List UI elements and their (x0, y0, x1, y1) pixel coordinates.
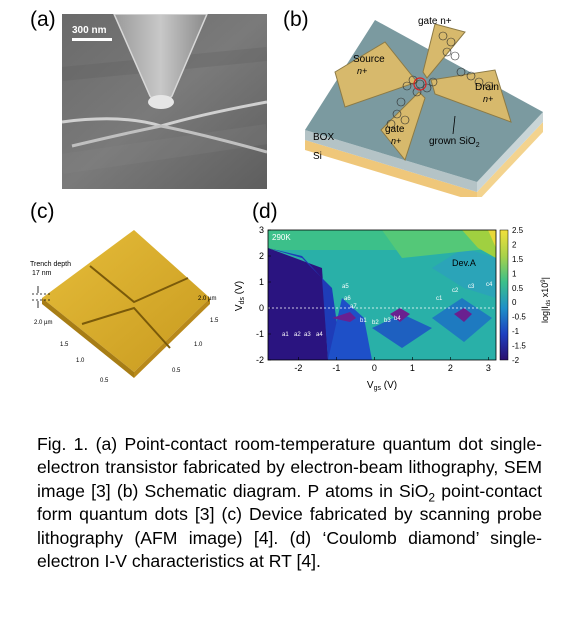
afm-axis-left-max: 2.0 µm (34, 320, 52, 326)
device-label: Dev.A (452, 258, 476, 268)
peak-label-a4: a4 (316, 332, 323, 338)
colorbar-tick-label: 0 (512, 298, 517, 307)
source-electrode (334, 41, 418, 108)
x-tick-label: 1 (410, 363, 415, 373)
panel-d-label: (d) (252, 200, 278, 223)
x-tick-label: 0 (372, 363, 377, 373)
peak-label-c1: c1 (436, 296, 443, 302)
schematic-diagram: gate n+ Source n+ Drain n+ gate n+ BOX S… (305, 16, 543, 197)
afm-tick-left-1: 1.5 (60, 342, 69, 348)
scale-bar (72, 38, 112, 41)
peak-label-b2: b2 (372, 320, 379, 326)
x-tick-label: -1 (332, 363, 340, 373)
gate-top-label: gate n+ (418, 16, 452, 27)
colorbar-tick-label: 2.5 (512, 226, 524, 235)
sem-image: 300 nm (62, 14, 267, 189)
afm-image: Trench depth 17 nm 2.0 µm 1.5 1.0 0.5 2.… (30, 230, 219, 384)
colorbar-tick-label: -1 (512, 327, 520, 336)
afm-tick-right-1: 1.5 (210, 318, 219, 324)
colorbar-tick-label: -2 (512, 356, 520, 365)
peak-label-b1: b1 (360, 318, 367, 324)
trench-depth-label: Trench depth (30, 261, 71, 268)
afm-tick-left-2: 1.0 (76, 358, 85, 364)
colorbar-tick-label: -0.5 (512, 313, 526, 322)
grown-oxide-label: grown SiO2 (429, 136, 480, 149)
panel-c-label: (c) (30, 200, 55, 223)
y-tick-label: 0 (259, 303, 264, 313)
y-tick-label: 2 (259, 251, 264, 261)
peak-label-c3: c3 (468, 284, 475, 290)
peak-label-b4: b4 (394, 316, 401, 322)
peak-label-a6: a6 (344, 296, 351, 302)
quantum-dot-marker (413, 77, 427, 91)
afm-trench-upper (89, 265, 189, 304)
gate-bottom-label: gate (385, 124, 405, 135)
y-tick-label: -1 (256, 329, 264, 339)
y-tick-label: -2 (256, 355, 264, 365)
plot-frame (267, 229, 497, 361)
panel-a-label: (a) (30, 8, 56, 31)
afm-surface (42, 230, 210, 372)
figure-caption: Fig. 1. (a) Point-contact room-temperatu… (37, 434, 542, 572)
colorbar-tick-label: -1.5 (512, 342, 526, 351)
gate-bottom-doping-label: n+ (391, 136, 401, 146)
y-axis-title: Vds (V) (234, 281, 246, 311)
peak-label-a2: a2 (294, 332, 301, 338)
x-axis-title: Vgs (V) (367, 380, 397, 392)
y-tick-label: 3 (259, 225, 264, 235)
si-side-face (305, 140, 477, 197)
peak-label-c4: c4 (486, 282, 493, 288)
bottom-gate-electrode (380, 91, 426, 162)
y-tick-label: 1 (259, 277, 264, 287)
top-gate-electrode (422, 23, 466, 79)
temperature-label: 290K (272, 233, 291, 242)
peak-label-a3: a3 (304, 332, 311, 338)
panel-b-label: (b) (283, 8, 309, 31)
peak-label-c2: c2 (452, 288, 459, 294)
peak-label-a1: a1 (282, 332, 289, 338)
afm-tick-right-2: 1.0 (194, 342, 203, 348)
drain-label: Drain (475, 82, 499, 93)
colorbar (499, 229, 509, 361)
trench-depth-value: 17 nm (32, 270, 52, 277)
peak-label-a5: a5 (342, 284, 349, 290)
x-tick-label: -2 (294, 363, 302, 373)
afm-trench-lower (81, 306, 171, 349)
box-label: BOX (313, 132, 334, 143)
afm-axis-right-max: 2.0 µm (198, 296, 216, 302)
colorbar-tick-label: 2 (512, 240, 517, 249)
colorbar-title: log|Ids x109| (540, 277, 552, 323)
peak-label-b3: b3 (384, 318, 391, 324)
colorbar-tick-label: 1 (512, 269, 517, 278)
afm-tick-left-3: 0.5 (100, 378, 109, 384)
drain-electrode (430, 69, 512, 123)
colorbar-tick-label: 1.5 (512, 255, 524, 264)
x-tick-label: 3 (486, 363, 491, 373)
afm-tick-right-3: 0.5 (172, 368, 181, 374)
peak-label-a7: a7 (350, 304, 357, 310)
heatmap-area (268, 230, 496, 360)
box-side-face (305, 130, 477, 192)
source-doping-label: n+ (357, 66, 367, 76)
x-tick-label: 2 (448, 363, 453, 373)
drain-doping-label: n+ (483, 94, 493, 104)
colorbar-tick-label: 0.5 (512, 284, 524, 293)
si-label: Si (313, 151, 322, 162)
coulomb-diamond-chart: -2 -1 0 1 2 3 -2 -1 0 1 2 3 a1 a2 a3 a4 a5 a6 a7 b1… (234, 225, 552, 392)
source-label: Source (353, 54, 385, 65)
scale-bar-label: 300 nm (72, 25, 107, 36)
peak-labels: a1 a2 a3 a4 a5 a6 a7 b1 b2 b3 b4 c1 c2 c… (282, 282, 493, 338)
grown-oxide-circles (386, 31, 494, 129)
